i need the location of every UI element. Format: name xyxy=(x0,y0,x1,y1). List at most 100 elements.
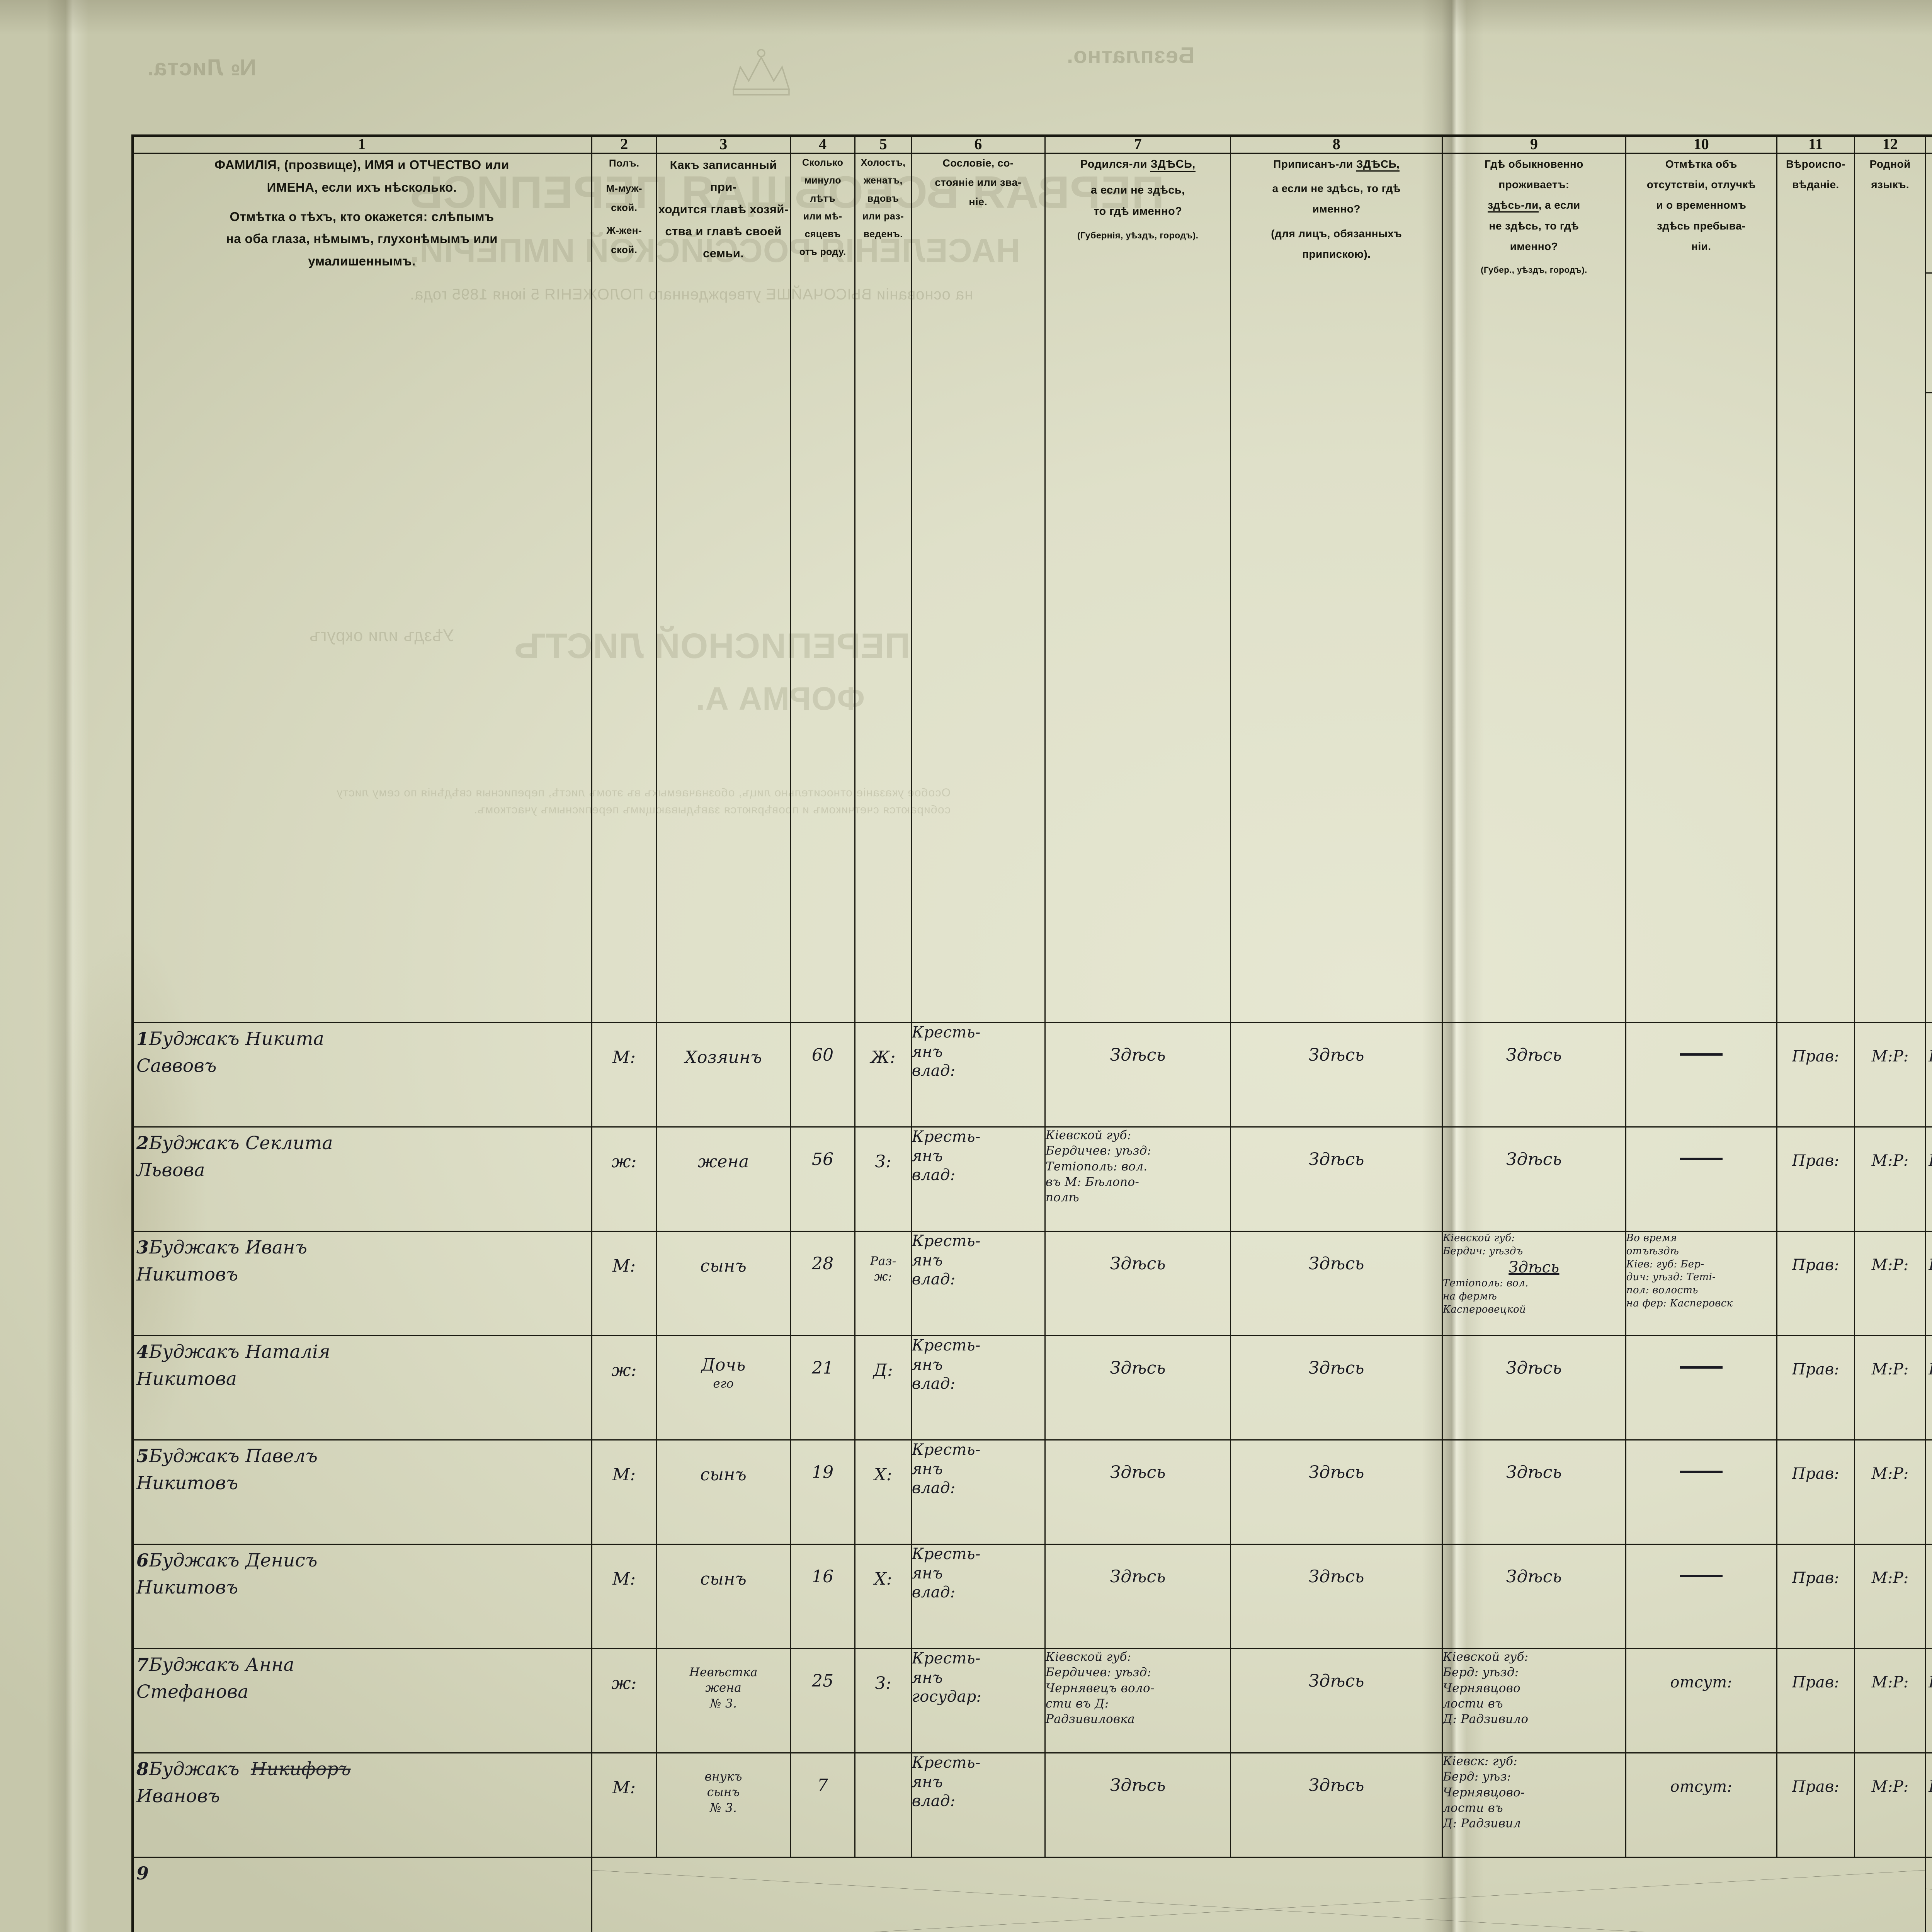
cell-absence[interactable] xyxy=(1625,1022,1777,1128)
cell-sex[interactable]: М: xyxy=(591,1544,657,1649)
cell-birthplace[interactable]: Здѣсь xyxy=(1044,1544,1231,1649)
cell-age[interactable]: 19 xyxy=(789,1439,856,1545)
cell-birthplace[interactable]: Здѣсь xyxy=(1044,1439,1231,1545)
cell-religion[interactable]: Прав: xyxy=(1776,1752,1855,1858)
cell-age[interactable]: 7 xyxy=(789,1752,856,1858)
cell-language[interactable]: М:Р: xyxy=(1854,1752,1927,1858)
cell-name[interactable]: 8Буджакъ Никифоръ Ивановъ xyxy=(131,1752,592,1858)
cell-marital[interactable]: Х: xyxy=(854,1439,912,1545)
cell-struck-range-right[interactable] xyxy=(1925,1857,1932,1932)
cell-residence[interactable]: Здѣсь xyxy=(1441,1126,1626,1232)
table-row[interactable]: 7Буджакъ Анна Стефанова ж: Невѣстка жена… xyxy=(131,1648,1932,1753)
cell-literacy[interactable]: Да xyxy=(1925,1544,1932,1649)
cell-relation[interactable]: внукъ сынъ № 3. xyxy=(656,1752,791,1858)
cell-literacy[interactable]: Нѣтъ xyxy=(1925,1231,1932,1336)
cell-birthplace[interactable]: Здѣсь xyxy=(1044,1231,1231,1336)
cell-estate[interactable]: Кресть- янъ государ: xyxy=(910,1648,1046,1753)
cell-language[interactable]: М:Р: xyxy=(1854,1648,1927,1753)
cell-religion[interactable]: Прав: xyxy=(1776,1231,1855,1336)
cell-name[interactable]: 6Буджакъ Денисъ Никитовъ xyxy=(131,1544,592,1649)
cell-absence[interactable]: отсут: xyxy=(1625,1752,1777,1858)
cell-age[interactable]: 56 xyxy=(789,1126,856,1232)
cell-marital[interactable] xyxy=(854,1752,912,1858)
cell-sex[interactable]: М: xyxy=(591,1231,657,1336)
cell-age[interactable]: 25 xyxy=(789,1648,856,1753)
cell-absence[interactable]: Во время отъѣздѣ Кіев: губ: Бер- дич: уѣ… xyxy=(1625,1231,1777,1336)
cell-birthplace[interactable]: Здѣсь xyxy=(1044,1335,1231,1440)
cell-registered[interactable]: Здѣсь xyxy=(1230,1335,1443,1440)
table-row[interactable]: 1Буджакъ Никита Саввовъ М: Хозяинъ 60 Ж:… xyxy=(131,1022,1932,1128)
cell-residence[interactable]: Здѣсь xyxy=(1441,1544,1626,1649)
cell-estate[interactable]: Кресть- янъ влад: xyxy=(910,1544,1046,1649)
table-row[interactable]: 6Буджакъ Денисъ Никитовъ М: сынъ 16 Х: К… xyxy=(131,1544,1932,1649)
cell-absence[interactable] xyxy=(1625,1544,1777,1649)
cell-relation[interactable]: сынъ xyxy=(656,1439,791,1545)
cell-marital[interactable]: Ж: xyxy=(854,1022,912,1128)
cell-age[interactable]: 28 xyxy=(789,1231,856,1336)
cell-religion[interactable]: Прав: xyxy=(1776,1544,1855,1649)
cell-age[interactable]: 21 xyxy=(789,1335,856,1440)
cell-religion[interactable]: Прав: xyxy=(1776,1439,1855,1545)
cell-birthplace[interactable]: Кіевской губ: Бердичев: уѣзд: Тетіополь:… xyxy=(1044,1126,1231,1232)
cell-sex[interactable]: М: xyxy=(591,1752,657,1858)
cell-religion[interactable]: Прав: xyxy=(1776,1335,1855,1440)
cell-estate[interactable]: Кресть- янъ влад: xyxy=(910,1335,1046,1440)
cell-birthplace[interactable]: Здѣсь xyxy=(1044,1752,1231,1858)
cell-literacy[interactable]: Нѣтъ xyxy=(1925,1648,1932,1753)
cell-registered[interactable]: Здѣсь xyxy=(1230,1439,1443,1545)
cell-marital[interactable]: Х: xyxy=(854,1544,912,1649)
cell-sex[interactable]: М: xyxy=(591,1022,657,1128)
cell-language[interactable]: М:Р: xyxy=(1854,1335,1927,1440)
cell-name[interactable]: 1Буджакъ Никита Саввовъ xyxy=(131,1022,592,1128)
cell-language[interactable]: М:Р: xyxy=(1854,1231,1927,1336)
cell-registered[interactable]: Здѣсь xyxy=(1230,1544,1443,1649)
cell-name[interactable]: 2Буджакъ Секлита Львова xyxy=(131,1126,592,1232)
table-row[interactable]: 5Буджакъ Павелъ Никитовъ М: сынъ 19 Х: К… xyxy=(131,1439,1932,1545)
cell-registered[interactable]: Здѣсь xyxy=(1230,1752,1443,1858)
table-row[interactable]: 3Буджакъ Иванъ Никитовъ М: сынъ 28 Раз- … xyxy=(131,1231,1932,1336)
cell-language[interactable]: М:Р: xyxy=(1854,1022,1927,1128)
cell-marital[interactable]: Д: xyxy=(854,1335,912,1440)
cell-absence[interactable] xyxy=(1625,1439,1777,1545)
cell-age[interactable]: 60 xyxy=(789,1022,856,1128)
cell-relation[interactable]: Дочь его xyxy=(656,1335,791,1440)
cell-birthplace[interactable]: Здѣсь xyxy=(1044,1022,1231,1128)
cell-registered[interactable]: Здѣсь xyxy=(1230,1648,1443,1753)
table-row-empty[interactable]: 9 1 2 xyxy=(131,1857,1932,1932)
table-row[interactable]: 4Буджакъ Наталія Никитова ж: Дочь его 21… xyxy=(131,1335,1932,1440)
cell-literacy[interactable]: Нѣтъ xyxy=(1925,1126,1932,1232)
cell-residence[interactable]: Здѣсь xyxy=(1441,1022,1626,1128)
cell-religion[interactable]: Прав: xyxy=(1776,1648,1855,1753)
cell-name[interactable]: 4Буджакъ Наталія Никитова xyxy=(131,1335,592,1440)
table-row[interactable]: 2Буджакъ Секлита Львова ж: жена 56 З: Кр… xyxy=(131,1126,1932,1232)
cell-religion[interactable]: Прав: xyxy=(1776,1126,1855,1232)
cell-sex[interactable]: ж: xyxy=(591,1335,657,1440)
cell-literacy[interactable]: Нѣтъ xyxy=(1925,1022,1932,1128)
cell-relation[interactable]: сынъ xyxy=(656,1231,791,1336)
cell-estate[interactable]: Кресть- янъ влад: xyxy=(910,1439,1046,1545)
cell-struck-range-left[interactable] xyxy=(591,1857,1927,1932)
cell-relation[interactable]: сынъ xyxy=(656,1544,791,1649)
cell-relation[interactable]: жена xyxy=(656,1126,791,1232)
cell-residence[interactable]: Кіевской губ: Берд: уѣзд: Чернявцово лос… xyxy=(1441,1648,1626,1753)
cell-literacy[interactable]: Нѣтъ xyxy=(1925,1335,1932,1440)
cell-estate[interactable]: Кресть- янъ влад: xyxy=(910,1022,1046,1128)
cell-relation[interactable]: Хозяинъ xyxy=(656,1022,791,1128)
cell-language[interactable]: М:Р: xyxy=(1854,1439,1927,1545)
cell-language[interactable]: М:Р: xyxy=(1854,1126,1927,1232)
cell-absence[interactable] xyxy=(1625,1126,1777,1232)
cell-age[interactable]: 16 xyxy=(789,1544,856,1649)
cell-sex[interactable]: ж: xyxy=(591,1648,657,1753)
cell-registered[interactable]: Здѣсь xyxy=(1230,1231,1443,1336)
cell-registered[interactable]: Здѣсь xyxy=(1230,1022,1443,1128)
cell-name[interactable]: 3Буджакъ Иванъ Никитовъ xyxy=(131,1231,592,1336)
cell-residence[interactable]: Кіевск: губ: Берд: уѣз: Чернявцово- лост… xyxy=(1441,1752,1626,1858)
cell-name[interactable]: 7Буджакъ Анна Стефанова xyxy=(131,1648,592,1753)
cell-birthplace[interactable]: Кіевской губ: Бердичев: уѣзд: Чернявецъ … xyxy=(1044,1648,1231,1753)
cell-residence[interactable]: Здѣсь xyxy=(1441,1335,1626,1440)
table-row[interactable]: 8Буджакъ Никифоръ Ивановъ М: внукъ сынъ … xyxy=(131,1752,1932,1858)
cell-marital[interactable]: З: xyxy=(854,1648,912,1753)
cell-relation[interactable]: Невѣстка жена № 3. xyxy=(656,1648,791,1753)
cell-sex[interactable]: ж: xyxy=(591,1126,657,1232)
cell-literacy[interactable]: Да xyxy=(1925,1439,1932,1545)
